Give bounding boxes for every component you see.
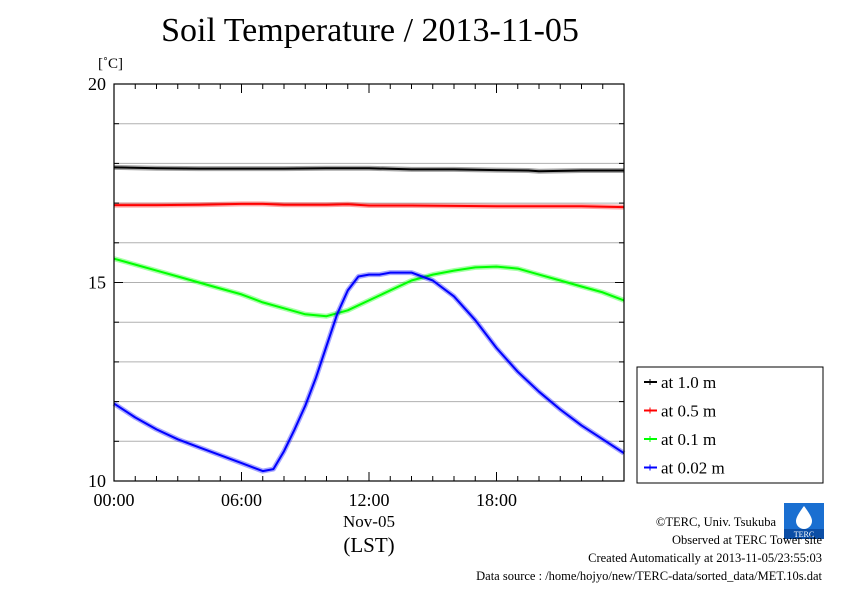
y-tick-label: 10: [88, 471, 106, 491]
axis-ticks: 10 15 20 00:00 06:00 12:00 18:00: [88, 74, 624, 510]
data-source-text: Data source : /home/hojyo/new/TERC-data/…: [476, 569, 822, 583]
x-tick-label: 12:00: [348, 490, 389, 510]
terc-logo: TERC: [784, 503, 824, 539]
legend: at 1.0 m at 0.5 m at 0.1 m at 0.02 m: [636, 366, 824, 484]
legend-label: at 0.1 m: [661, 430, 716, 449]
series-line: [114, 202, 625, 209]
y-tick-label: 20: [88, 74, 106, 94]
x-tick-label: 18:00: [476, 490, 517, 510]
credits-block: ©TERC, Univ. Tsukuba Observed at TERC To…: [476, 513, 822, 585]
legend-label: at 0.5 m: [661, 402, 716, 421]
series-line: [113, 271, 625, 473]
x-tick-label: 00:00: [93, 490, 134, 510]
grid-lines: [114, 123, 624, 442]
x-axis-label: (LST): [343, 533, 394, 557]
copyright-text: ©TERC, Univ. Tsukuba: [655, 515, 776, 529]
legend-label: at 0.02 m: [661, 459, 725, 478]
y-axis-unit-label: [˚C]: [98, 56, 123, 72]
created-text: Created Automatically at 2013-11-05/23:5…: [588, 551, 822, 565]
series-line: [113, 257, 625, 318]
svg-text:TERC: TERC: [794, 530, 814, 539]
y-tick-label: 15: [88, 273, 106, 293]
x-tick-label: 06:00: [221, 490, 262, 510]
legend-label: at 1.0 m: [661, 373, 716, 392]
series-halo: [113, 256, 625, 319]
x-date-label: Nov-05: [343, 512, 395, 531]
chart-title: Soil Temperature / 2013-11-05: [161, 12, 579, 49]
observed-text: Observed at TERC Tower site: [671, 533, 822, 547]
series-lines: [112, 164, 626, 474]
series-line: [113, 166, 624, 173]
legend-box: [636, 366, 824, 484]
